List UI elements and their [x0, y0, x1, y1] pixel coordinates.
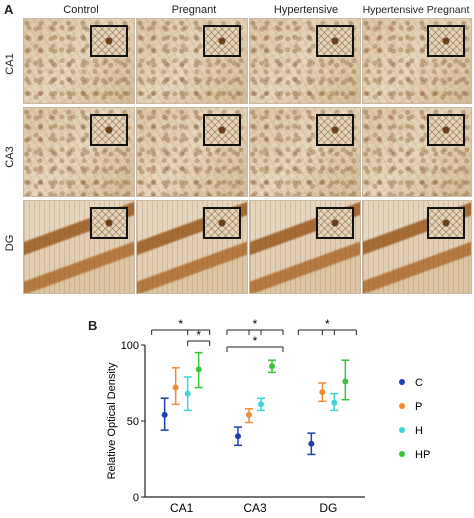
legend-label: H [415, 425, 423, 437]
chart-legend: CPH HP [399, 377, 430, 461]
legend-label: P [415, 401, 422, 413]
micrograph-ca3-hypertensive [249, 107, 361, 197]
inset-magnified-astrocyte [316, 25, 354, 57]
inset-magnified-astrocyte [316, 114, 354, 146]
y-tick-label: 50 [127, 416, 139, 428]
micrograph-dg-hypertensive [249, 200, 361, 294]
inset-magnified-astrocyte [90, 207, 128, 239]
column-header-control: Control [63, 4, 99, 16]
mean-point [308, 440, 315, 447]
mean-point [195, 366, 202, 373]
x-tick-label: CA1 [170, 501, 194, 515]
mean-point [258, 401, 264, 408]
mean-point [246, 411, 252, 418]
inset-magnified-astrocyte [427, 207, 465, 239]
x-tick-label: DG [319, 501, 337, 515]
significance-bracket-dg: * [297, 317, 357, 335]
significance-bracket-ca1-inner: * [187, 328, 211, 346]
chart-marks: * * * * * [151, 317, 357, 456]
column-header-hypertensive: Hypertensive [273, 4, 339, 16]
significance-star: * [253, 317, 258, 331]
inset-magnified-astrocyte [427, 114, 465, 146]
micrograph-dg-pregnant [136, 200, 248, 294]
row-label-dg: DG [4, 234, 16, 252]
inset-magnified-astrocyte [90, 25, 128, 57]
mean-point [161, 411, 168, 418]
legend-label: HP [415, 449, 430, 461]
row-label-ca1: CA1 [4, 53, 16, 75]
significance-star: * [325, 317, 330, 331]
significance-star: * [178, 317, 183, 331]
legend-marker [399, 379, 405, 385]
micrograph-ca3-hypertensive-pregnant [362, 107, 472, 197]
mean-point [331, 399, 338, 406]
mean-point [172, 384, 179, 391]
significance-bracket-ca3-lower: * [226, 334, 284, 352]
panel-a-letter: A [4, 2, 14, 17]
mean-point [319, 389, 326, 396]
legend-marker [399, 451, 405, 457]
legend-marker [399, 427, 405, 433]
legend-marker [399, 403, 405, 409]
micrograph-ca1-hypertensive-pregnant [362, 18, 472, 104]
micrograph-ca1-hypertensive [249, 18, 361, 104]
inset-magnified-astrocyte [427, 25, 465, 57]
inset-magnified-astrocyte [90, 114, 128, 146]
mean-point [184, 390, 191, 397]
mean-point [269, 363, 275, 370]
micrograph-ca1-control [23, 18, 135, 104]
row-label-ca3: CA3 [4, 146, 16, 168]
significance-star: * [253, 334, 258, 348]
micrograph-dg-hypertensive-pregnant [362, 200, 472, 294]
mean-point [235, 433, 241, 440]
significance-bracket-ca1-top: * [151, 317, 211, 335]
legend-label: C [415, 377, 423, 389]
micrograph-ca1-pregnant [136, 18, 248, 104]
y-tick-label: 100 [121, 340, 139, 352]
inset-magnified-astrocyte [203, 207, 241, 239]
mean-point [342, 378, 349, 385]
panel-b-letter: B [88, 318, 98, 333]
significance-bracket-ca3-top: * [226, 317, 284, 335]
x-tick-label: CA3 [243, 501, 267, 515]
inset-magnified-astrocyte [203, 25, 241, 57]
micrograph-dg-control [23, 200, 135, 294]
column-header-pregnant: Pregnant [171, 4, 217, 16]
inset-magnified-astrocyte [203, 114, 241, 146]
micrograph-ca3-control [23, 107, 135, 197]
column-header-hypertensive-pregnant: Hypertensive Pregnant [362, 4, 470, 16]
y-tick-label: 0 [133, 492, 139, 504]
significance-star: * [196, 328, 201, 342]
inset-magnified-astrocyte [316, 207, 354, 239]
y-axis-label: Relative Optical Density [106, 362, 118, 479]
micrograph-ca3-pregnant [136, 107, 248, 197]
